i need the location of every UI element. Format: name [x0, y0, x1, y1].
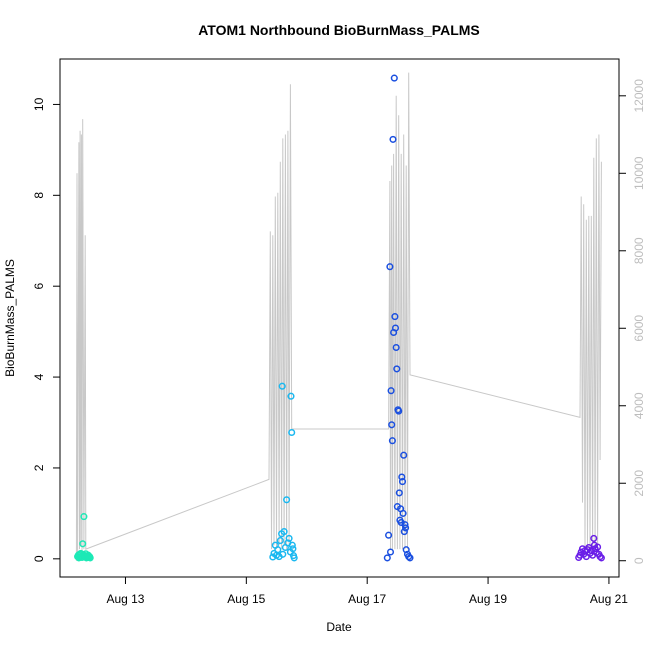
y2-tick-label: 2000 [632, 470, 646, 497]
data-point [400, 528, 408, 536]
data-point [400, 451, 408, 459]
data-point [594, 543, 602, 551]
data-point [391, 324, 400, 332]
y-tick-label: 6 [32, 283, 46, 290]
data-point [386, 263, 394, 271]
x-axis: Aug 13 Aug 15 Aug 17 Aug 19 Aug 21 [106, 576, 628, 606]
x-tick-label: Aug 17 [348, 592, 386, 606]
y2-tick-label: 8000 [632, 237, 646, 264]
data-point [274, 546, 282, 554]
data-point [390, 74, 398, 82]
data-point [398, 478, 407, 486]
data-point [393, 365, 401, 373]
y2-tick-label: 10000 [632, 156, 646, 190]
data-point [386, 548, 395, 556]
data-point [80, 513, 88, 521]
data-point [280, 528, 288, 536]
data-point [290, 554, 298, 562]
data-point [383, 554, 391, 562]
data-point [388, 421, 396, 429]
data-point [79, 540, 87, 548]
data-point [391, 313, 399, 321]
data-point [596, 553, 604, 561]
data-point [392, 343, 400, 352]
data-point [576, 551, 584, 559]
x-tick-label: Aug 15 [227, 592, 265, 606]
y-tick-label: 4 [32, 373, 46, 380]
plot-frame [59, 58, 620, 578]
y-tick-label: 8 [32, 192, 46, 199]
data-point [283, 496, 291, 504]
y2-tick-label: 4000 [632, 392, 646, 419]
data-point [389, 135, 397, 143]
data-point [597, 554, 605, 562]
y-axis: 0 2 4 6 8 10 [32, 97, 61, 562]
y2-tick-label: 0 [632, 557, 646, 564]
flight-series [575, 534, 605, 562]
data-point [387, 387, 395, 395]
flight-series [383, 74, 414, 562]
data-point [388, 437, 396, 445]
data-point [86, 554, 94, 562]
data-point [289, 545, 297, 553]
data-point [402, 524, 410, 532]
y2-tick-label: 12000 [632, 79, 646, 113]
x-tick-label: Aug 13 [106, 592, 144, 606]
data-point [405, 553, 413, 561]
flight-series [74, 513, 94, 562]
data-point [276, 537, 284, 545]
flight-series [269, 382, 298, 562]
data-point [287, 392, 295, 400]
data-point [395, 407, 403, 415]
points-layer [74, 74, 605, 562]
chart-title: ATOM1 Northbound BioBurnMass_PALMS [198, 22, 480, 38]
data-point [288, 428, 296, 437]
y-tick-label: 2 [32, 464, 46, 471]
secondary-series-line [75, 72, 602, 561]
data-point [395, 489, 403, 497]
x-tick-label: Aug 19 [469, 592, 507, 606]
data-point [590, 534, 598, 542]
data-point [279, 550, 287, 558]
secondary-series-layer [75, 72, 602, 561]
data-point [385, 531, 393, 539]
y-tick-label: 0 [32, 555, 46, 562]
data-point [288, 541, 296, 549]
x-axis-label: Date [326, 620, 352, 634]
data-point [399, 509, 407, 517]
y-tick-label: 10 [32, 97, 46, 111]
data-point [278, 382, 286, 390]
data-point [406, 554, 414, 562]
x-tick-label: Aug 21 [590, 592, 628, 606]
data-point [398, 473, 406, 481]
data-point [401, 521, 409, 529]
y2-axis: 0 2000 4000 6000 8000 10000 12000 [618, 79, 646, 564]
y2-tick-label: 6000 [632, 315, 646, 342]
y-axis-label: BioBurnMass_PALMS [3, 259, 17, 377]
data-point [285, 534, 293, 542]
